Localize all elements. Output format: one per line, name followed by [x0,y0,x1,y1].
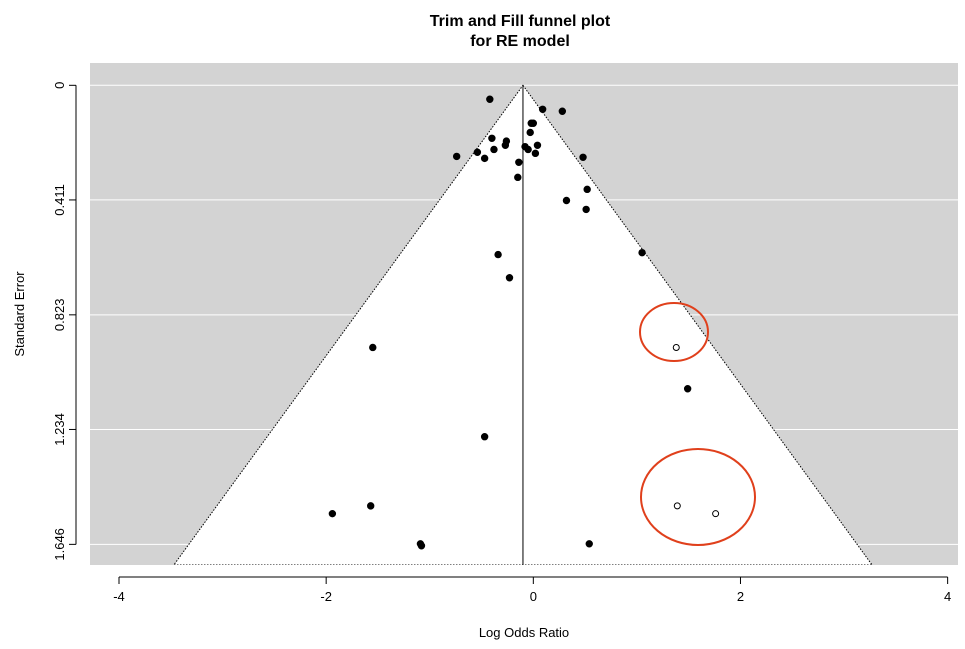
study-point [531,149,540,158]
y-tick-label: 0.411 [52,184,67,216]
study-point [488,134,496,143]
x-tick-label: -4 [113,589,125,604]
study-point [515,158,523,166]
study-point [585,540,593,548]
study-point [505,274,514,282]
study-point [501,141,510,149]
study-point [369,343,377,352]
y-tick-label: 0 [52,82,67,89]
chart-title: Trim and Fill funnel plot [430,13,611,30]
y-tick-label: 1.646 [52,528,67,561]
study-point [367,502,375,510]
study-point [579,153,587,161]
study-point [583,185,591,194]
study-point [533,141,542,149]
x-tick-label: 0 [530,589,537,604]
study-point [417,542,426,550]
study-point [480,433,489,441]
study-point [328,509,337,518]
study-point [582,205,590,214]
study-point [473,148,482,156]
study-point [538,105,547,113]
study-point [480,154,489,163]
x-tick-label: -2 [320,589,332,604]
study-point [486,95,494,103]
study-point [712,510,720,518]
y-axis-label: Standard Error [12,271,27,357]
highlight-circle [639,302,709,362]
y-tick-label: 1.234 [52,413,67,446]
study-point [524,145,532,154]
x-axis-label: Log Odds Ratio [479,625,569,640]
highlight-circle [640,448,756,546]
study-point [638,248,646,257]
chart-title: for RE model [470,33,570,50]
study-point [490,145,498,154]
study-point [672,343,680,351]
x-tick-label: 2 [737,589,744,604]
study-point [452,152,461,161]
study-point [558,107,567,115]
study-point [529,119,538,127]
study-point [683,385,692,393]
study-point [562,196,571,205]
y-tick-label: 0.823 [52,299,67,332]
plot-area [90,63,958,565]
study-point [494,250,502,259]
study-point [526,128,534,137]
x-tick-label: 4 [944,589,951,604]
study-point [514,173,522,182]
study-point [673,502,681,510]
